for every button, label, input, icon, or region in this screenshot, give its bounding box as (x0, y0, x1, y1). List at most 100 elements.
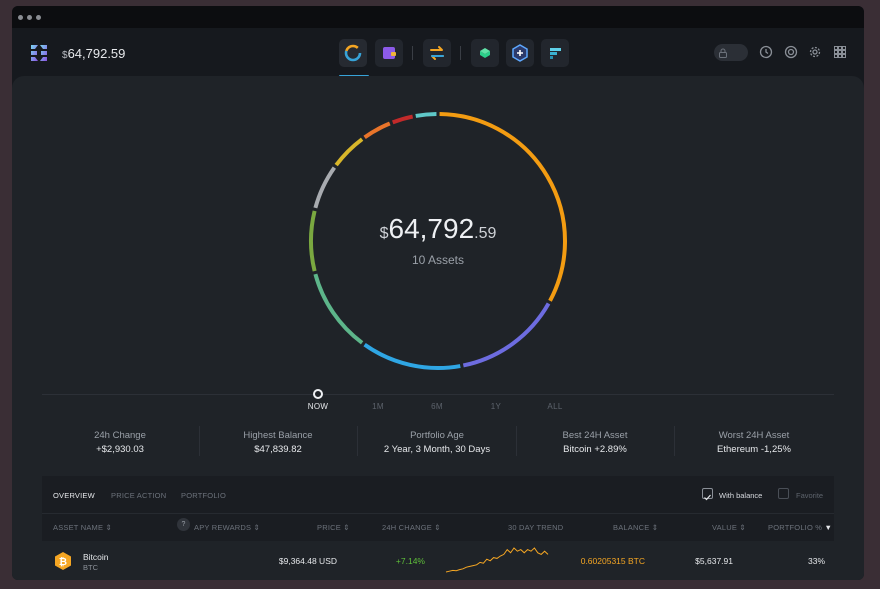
range-all[interactable]: ALL (547, 402, 563, 411)
portfolio-ring-icon (344, 44, 362, 62)
portfolio-value-decimal: .59 (474, 225, 497, 242)
asset-value: $5,637.91 (695, 556, 733, 566)
nav-add-app-button[interactable] (506, 39, 534, 67)
header-balance: $64,792.59 (62, 46, 125, 61)
tab-portfolio[interactable]: PORTFOLIO (181, 491, 227, 500)
header-balance-value: 64,792.59 (67, 46, 126, 61)
exodus-logo-icon[interactable] (28, 42, 50, 64)
donut-slice[interactable] (439, 112, 567, 302)
favorite-checkbox[interactable] (778, 488, 789, 499)
range-1y[interactable]: 1Y (490, 402, 502, 411)
window-dot[interactable] (36, 15, 41, 20)
stat-label: Highest Balance (243, 430, 313, 441)
apy-help-icon[interactable]: ? (177, 518, 190, 531)
nav-wallet-button[interactable] (375, 39, 403, 67)
donut-slice[interactable] (313, 166, 336, 209)
wallet-icon (383, 47, 396, 59)
col-portfolio-pct[interactable]: PORTFOLIO % ▼ (768, 523, 832, 532)
stat-label: Best 24H Asset (562, 430, 628, 441)
stat-divider (199, 426, 200, 456)
lock-icon (719, 48, 727, 58)
nav-divider (412, 46, 413, 60)
donut-slice[interactable] (462, 302, 551, 368)
window-dot[interactable] (27, 15, 32, 20)
stat-value: Bitcoin +2.89% (563, 444, 627, 455)
assets-table: OVERVIEW PRICE ACTION PORTFOLIO With bal… (42, 476, 834, 580)
col-balance-label: BALANCE (613, 523, 650, 532)
table-row[interactable]: ₿ Bitcoin BTC $9,364.48 USD +7.14% 0.602… (42, 541, 834, 580)
donut-slice[interactable] (309, 210, 317, 272)
timeline-marker[interactable] (313, 389, 323, 399)
stat-value: +$2,930.03 (96, 444, 144, 455)
stat-divider (516, 426, 517, 456)
bitcoin-icon: ₿ (55, 552, 71, 570)
stat-portfolio-age: Portfolio Age 2 Year, 3 Month, 30 Days (358, 430, 516, 455)
range-now[interactable]: NOW (307, 402, 329, 411)
tab-overview[interactable]: OVERVIEW (53, 491, 95, 500)
donut-slice[interactable] (391, 114, 414, 125)
nav-portfolio-button[interactable] (339, 39, 367, 67)
header-balance-currency: $ (62, 50, 68, 61)
asset-name: Bitcoin (83, 552, 109, 562)
col-value[interactable]: VALUE ⇕ (712, 523, 746, 532)
sort-icon: ⇕ (739, 523, 746, 532)
donut-slice[interactable] (363, 343, 461, 370)
col-24h-change[interactable]: 24H CHANGE ⇕ (382, 523, 441, 532)
col-24h-change-label: 24H CHANGE (382, 523, 432, 532)
apps-grid-icon[interactable] (832, 44, 848, 60)
timeline-track[interactable] (42, 394, 834, 395)
asset-24h-change: +7.14% (395, 556, 425, 566)
svg-text:₿: ₿ (59, 556, 67, 568)
portfolio-total-value: $64,792.59 (306, 213, 570, 245)
table-divider (42, 513, 834, 514)
lock-toggle[interactable] (714, 44, 748, 61)
favorite-label[interactable]: Favorite (796, 491, 824, 500)
stat-value: Ethereum -1,25% (717, 444, 791, 455)
range-1m[interactable]: 1M (372, 402, 384, 411)
sort-icon: ⇕ (434, 523, 441, 532)
nav-exchange-button[interactable] (423, 39, 451, 67)
col-30-day-trend: 30 DAY TREND (508, 523, 564, 532)
donut-slice[interactable] (334, 137, 364, 167)
window-dot[interactable] (18, 15, 23, 20)
col-price[interactable]: PRICE ⇕ (317, 523, 350, 532)
col-asset-name[interactable]: ASSET NAME ⇕ (53, 523, 112, 532)
history-icon[interactable] (758, 44, 774, 60)
nav-compound-app-button[interactable] (471, 39, 499, 67)
col-apy-rewards[interactable]: APY REWARDS ⇕ (194, 523, 260, 532)
trend-line (445, 547, 549, 573)
stat-highest-balance: Highest Balance $47,839.82 (199, 430, 357, 455)
donut-slice[interactable] (313, 273, 364, 345)
sort-icon: ⇕ (105, 523, 112, 532)
portfolio-donut-chart (309, 112, 567, 370)
app-header: $64,792.59 (12, 28, 864, 77)
col-asset-name-label: ASSET NAME (53, 523, 104, 532)
with-balance-label[interactable]: With balance (719, 491, 763, 500)
add-app-hexagon-icon (512, 44, 528, 62)
sort-icon: ⇕ (343, 523, 350, 532)
nav-ftx-app-button[interactable] (541, 39, 569, 67)
sort-icon: ⇕ (651, 523, 659, 532)
settings-gear-icon[interactable] (807, 44, 823, 60)
stat-divider (357, 426, 358, 456)
exchange-arrows-icon (430, 46, 444, 60)
with-balance-checkbox[interactable] (702, 488, 713, 501)
asset-balance: 0.60205315 BTC (580, 556, 645, 566)
assets-count: 10 Assets (411, 253, 465, 267)
asset-ticker: BTC (83, 563, 98, 572)
compound-app-icon (480, 48, 490, 58)
portfolio-main: $64,792.59 10 Assets NOW 1M 6M 1Y ALL 24… (12, 76, 864, 580)
support-lifebuoy-icon[interactable] (783, 44, 799, 60)
stat-best-24h-asset: Best 24H Asset Bitcoin +2.89% (516, 430, 674, 455)
tab-price-action[interactable]: PRICE ACTION (111, 491, 167, 500)
stat-worst-24h-asset: Worst 24H Asset Ethereum -1,25% (675, 430, 833, 455)
col-balance[interactable]: BALANCE ⇕ (613, 523, 658, 532)
stat-label: Worst 24H Asset (718, 430, 790, 441)
ftx-app-icon (550, 48, 561, 59)
donut-slice[interactable] (415, 112, 437, 118)
stat-24h-change: 24h Change +$2,930.03 (41, 430, 199, 455)
col-apy-rewards-label: APY REWARDS (194, 523, 252, 532)
stat-value: $47,839.82 (254, 444, 302, 455)
donut-slice[interactable] (363, 121, 391, 139)
range-6m[interactable]: 6M (431, 402, 443, 411)
